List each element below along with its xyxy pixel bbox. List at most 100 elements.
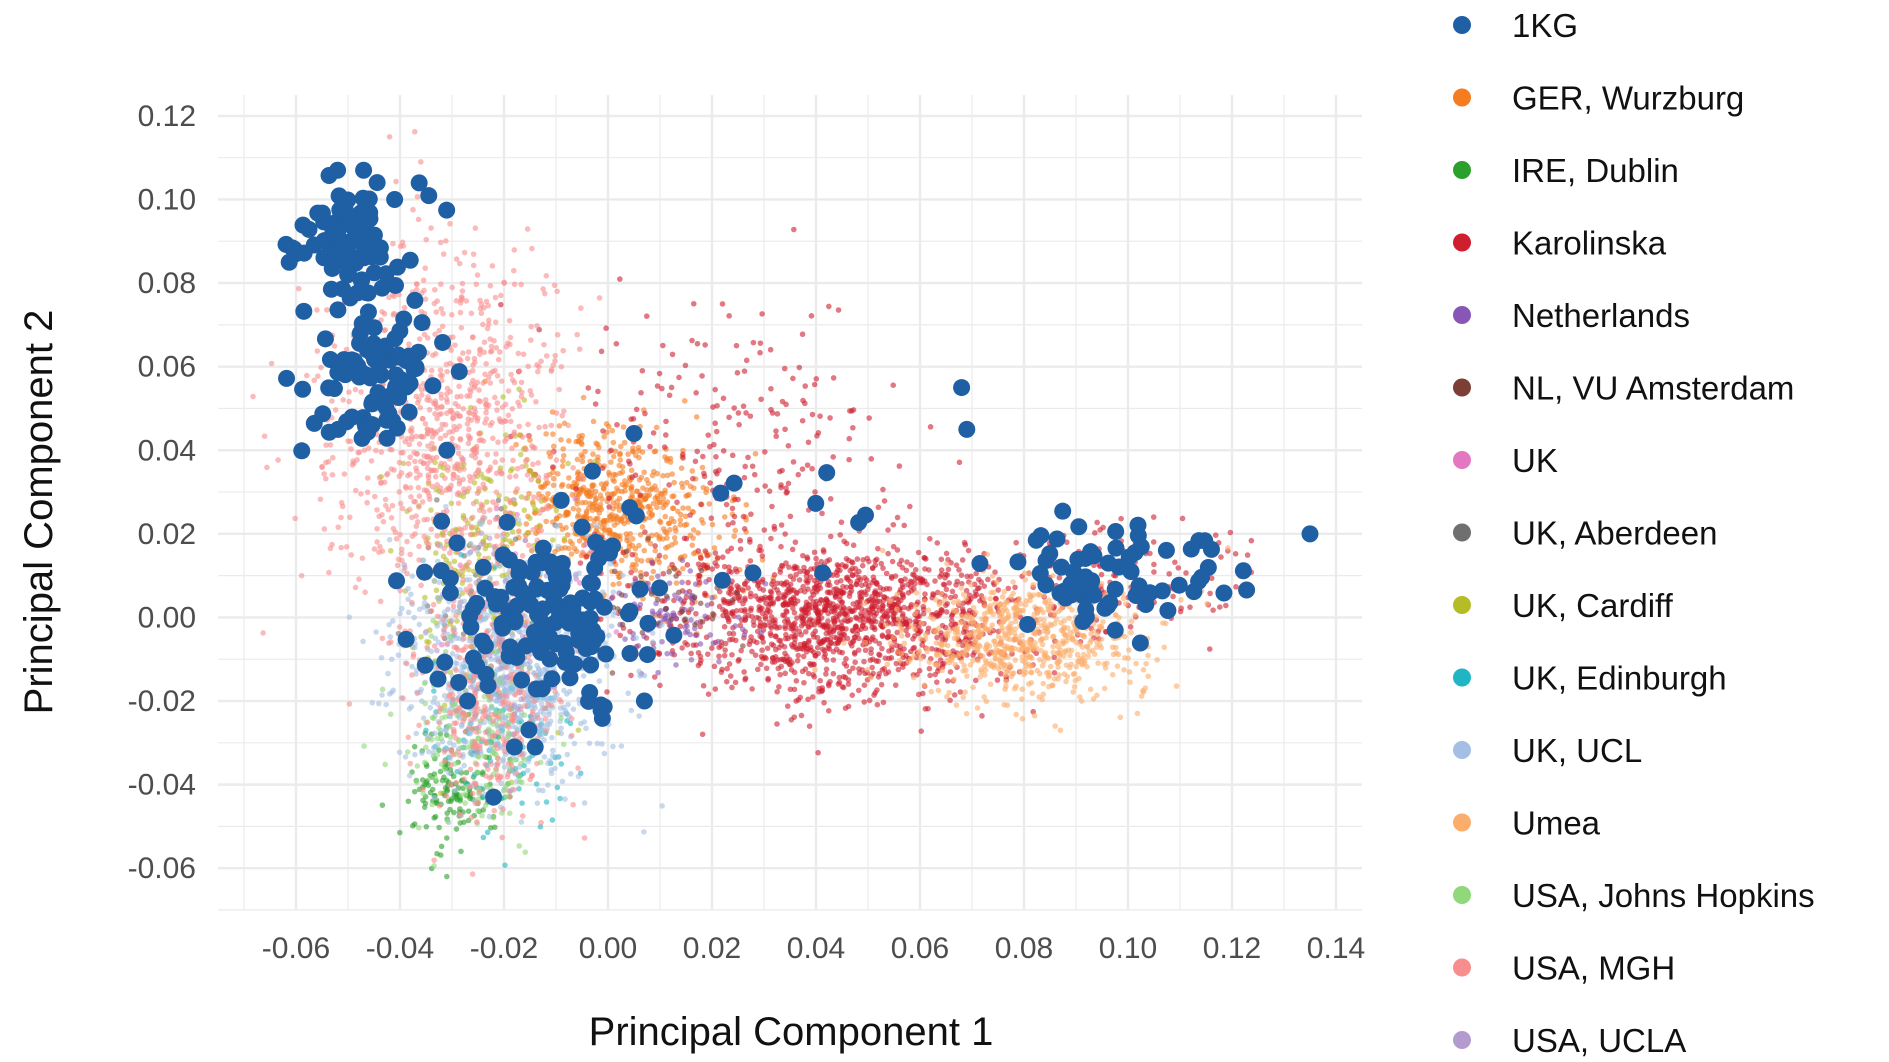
data-point [835, 567, 841, 573]
data-point [817, 677, 824, 684]
data-point [614, 498, 620, 505]
data-point [806, 723, 813, 729]
data-point [933, 640, 940, 646]
data-point [659, 803, 665, 809]
data-point [688, 657, 695, 663]
data-point [580, 673, 587, 679]
data-point [715, 638, 721, 645]
data-point [821, 637, 828, 643]
data-point [833, 586, 840, 592]
data-point [1118, 515, 1124, 522]
data-point [866, 609, 873, 616]
data-point [650, 568, 657, 575]
data-point [869, 565, 876, 571]
data-point [729, 597, 736, 603]
data-point [379, 692, 385, 698]
data-point [799, 466, 806, 472]
data-point [830, 375, 837, 381]
data-point [719, 301, 726, 307]
data-point [548, 767, 555, 773]
data-point [926, 665, 933, 672]
data-point [812, 666, 818, 673]
data-point [1154, 657, 1160, 663]
data-point [948, 655, 954, 662]
data-point [783, 490, 790, 496]
data-point [688, 606, 695, 612]
data-point [460, 405, 467, 412]
data-point [845, 617, 852, 624]
data-point [1030, 581, 1036, 588]
data-point [684, 623, 690, 629]
data-point [497, 679, 504, 686]
data-point [563, 710, 570, 717]
data-point [550, 464, 556, 470]
data-point [1004, 599, 1011, 606]
data-point [937, 657, 944, 663]
data-point [910, 674, 917, 681]
data-point [461, 598, 468, 605]
data-point [773, 433, 780, 440]
data-point [491, 824, 498, 831]
data-point [609, 427, 616, 434]
data-point [767, 630, 774, 637]
data-point [858, 613, 865, 619]
data-point [1150, 514, 1157, 520]
data-point [705, 651, 711, 657]
data-point [901, 640, 908, 647]
data-point [797, 568, 803, 575]
data-point [798, 712, 805, 719]
data-point [1069, 607, 1075, 613]
data-point [606, 504, 613, 510]
data-point [421, 680, 428, 687]
data-point [672, 525, 679, 531]
data-point [627, 531, 634, 537]
data-point [525, 767, 531, 774]
data-point [820, 547, 827, 553]
data-point [737, 537, 744, 544]
data-point [1063, 662, 1070, 668]
data-point [1070, 671, 1077, 678]
data-point [549, 734, 555, 741]
data-point [626, 540, 633, 547]
data-point [689, 542, 696, 549]
data-point [1068, 661, 1074, 668]
data-point [580, 487, 587, 494]
data-point [937, 610, 943, 617]
data-point [608, 447, 614, 454]
data-point [803, 648, 810, 655]
data-point [699, 731, 706, 738]
data-point [892, 573, 899, 579]
data-point [448, 796, 455, 802]
data-point [692, 581, 699, 587]
data-point [712, 386, 718, 393]
data-point [681, 553, 688, 559]
data-point [643, 313, 650, 319]
data-point [819, 646, 826, 653]
data-point [732, 496, 738, 503]
data-point [1070, 689, 1077, 695]
data-point [654, 596, 661, 603]
data-point [778, 522, 785, 528]
data-point [847, 408, 853, 414]
data-point [995, 587, 1002, 593]
data-point [668, 616, 675, 622]
data-point [946, 689, 952, 696]
data-point [695, 548, 702, 554]
data-point [1019, 696, 1025, 702]
data-point [527, 437, 533, 443]
data-point [976, 585, 982, 591]
data-point [870, 670, 876, 677]
data-point [649, 608, 656, 615]
data-point [702, 613, 708, 620]
data-point [549, 752, 556, 759]
data-point [836, 674, 843, 681]
data-point [814, 644, 821, 651]
data-point [660, 342, 666, 349]
data-point [807, 574, 814, 580]
data-point [586, 740, 593, 747]
data-point [714, 563, 720, 569]
data-point [769, 503, 775, 510]
data-point [1036, 592, 1043, 598]
grid-major-lines [218, 95, 1362, 910]
data-point [1151, 561, 1157, 568]
